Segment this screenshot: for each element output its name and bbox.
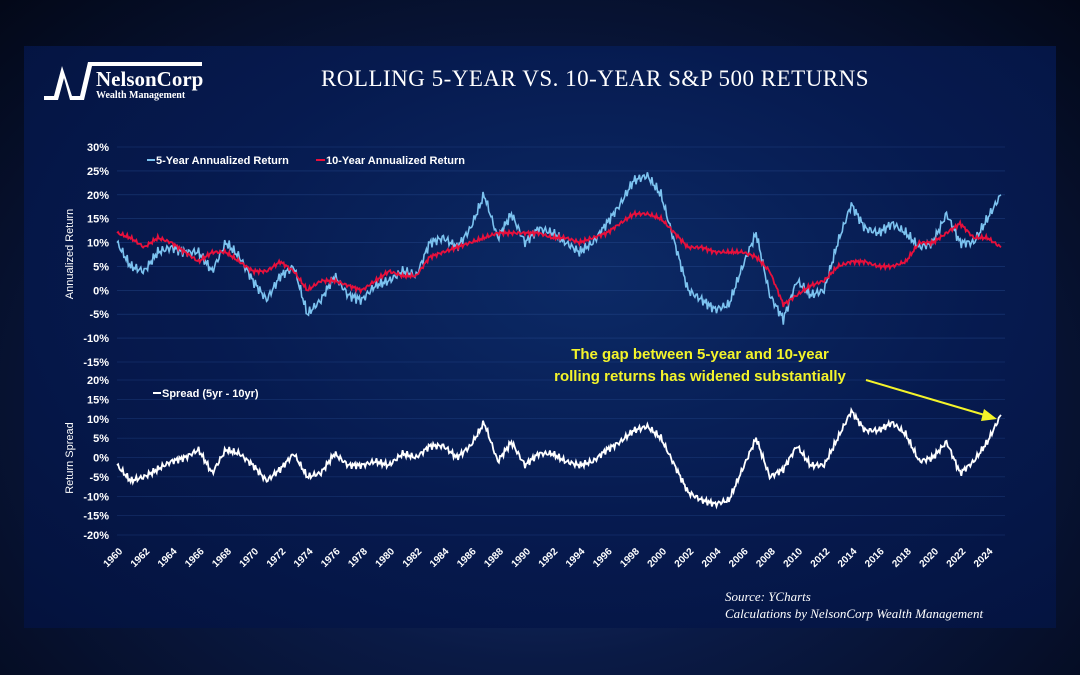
y-axis-title: Return Spread [64,422,76,494]
y-tick-label: -20% [83,530,109,542]
x-tick-label: 2022 [945,546,969,570]
logo-name: NelsonCorp [96,67,203,91]
x-tick-label: 1996 [591,546,615,570]
y-tick-label: -5% [89,309,109,321]
x-tick-label: 1980 [374,546,398,570]
series-line-spread [116,406,1002,510]
x-tick-label: 1998 [618,546,642,570]
y-tick-label: 25% [87,166,109,178]
x-tick-label: 2010 [782,546,806,570]
x-tick-label: 2024 [972,546,996,570]
y-tick-label: 5% [93,261,109,273]
x-tick-label: 2018 [890,546,914,570]
annotation-line-2: rolling returns has widened substantiall… [554,368,846,385]
legend-label-5yr: 5-Year Annualized Return [156,155,289,167]
arrow-head-icon [981,409,997,421]
x-tick-label: 1974 [292,546,316,570]
x-tick-label: 2020 [918,546,942,570]
annotation-arrow [865,379,989,417]
legend-label-10yr: 10-Year Annualized Return [326,155,465,167]
y-tick-label: 0% [93,285,109,297]
annotation: The gap between 5-year and 10-year rollin… [510,344,890,388]
chart-panel [24,46,1056,628]
y-tick-label: -15% [83,357,109,369]
y-tick-label: 30% [87,142,109,154]
series-line-5yr [116,172,1002,325]
x-tick-label: 2016 [863,546,887,570]
x-tick-label: 2000 [646,546,670,570]
y-tick-label: -10% [83,333,109,345]
y-tick-label: -5% [89,472,109,484]
x-tick-label: 1988 [482,546,506,570]
y-tick-label: 10% [87,238,109,250]
x-tick-label: 1992 [537,546,561,570]
y-tick-label: 10% [87,414,109,426]
x-tick-label: 1972 [265,546,289,570]
y-tick-label: 20% [87,375,109,387]
logo-sub: Wealth Management [96,90,186,101]
x-tick-label: 2004 [700,546,724,570]
x-tick-label: 1994 [564,546,588,570]
nelsoncorp-logo: NelsonCorp Wealth Management [44,62,203,101]
x-tick-label: 1990 [510,546,534,570]
calc-text: Calculations by NelsonCorp Wealth Manage… [725,606,984,621]
y-tick-label: 15% [87,394,109,406]
x-tick-label: 1982 [401,546,425,570]
x-tick-label: 2014 [836,546,860,570]
x-tick-label: 1986 [455,546,479,570]
series-line-10yr [116,209,1002,308]
x-tick-label: 1966 [183,546,207,570]
x-tick-label: 1964 [156,546,180,570]
x-tick-label: 1970 [238,546,262,570]
x-tick-label: 2006 [727,546,751,570]
x-tick-label: 1976 [319,546,343,570]
y-tick-label: -15% [83,511,109,523]
x-tick-label: 1984 [428,546,452,570]
source-text: Source: YCharts [725,589,811,604]
y-tick-label: 15% [87,214,109,226]
y-tick-label: 5% [93,433,109,445]
y-tick-label: 20% [87,190,109,202]
annotation-line-1: The gap between 5-year and 10-year [571,346,829,363]
source-note: Source: YCharts Calculations by NelsonCor… [725,588,983,622]
x-tick-label: 2008 [754,546,778,570]
legend-label-spread: Spread (5yr - 10yr) [162,388,259,400]
page-title: ROLLING 5-YEAR VS. 10-YEAR S&P 500 RETUR… [320,66,870,91]
y-tick-label: 0% [93,453,109,465]
x-tick-label: 2002 [673,546,697,570]
y-axis-title: Annualized Return [64,209,76,300]
x-tick-label: 1962 [129,546,153,570]
x-tick-label: 2012 [809,546,833,570]
y-tick-label: -10% [83,491,109,503]
x-tick-label: 1960 [102,546,126,570]
x-tick-label: 1978 [346,546,370,570]
x-tick-label: 1968 [210,546,234,570]
